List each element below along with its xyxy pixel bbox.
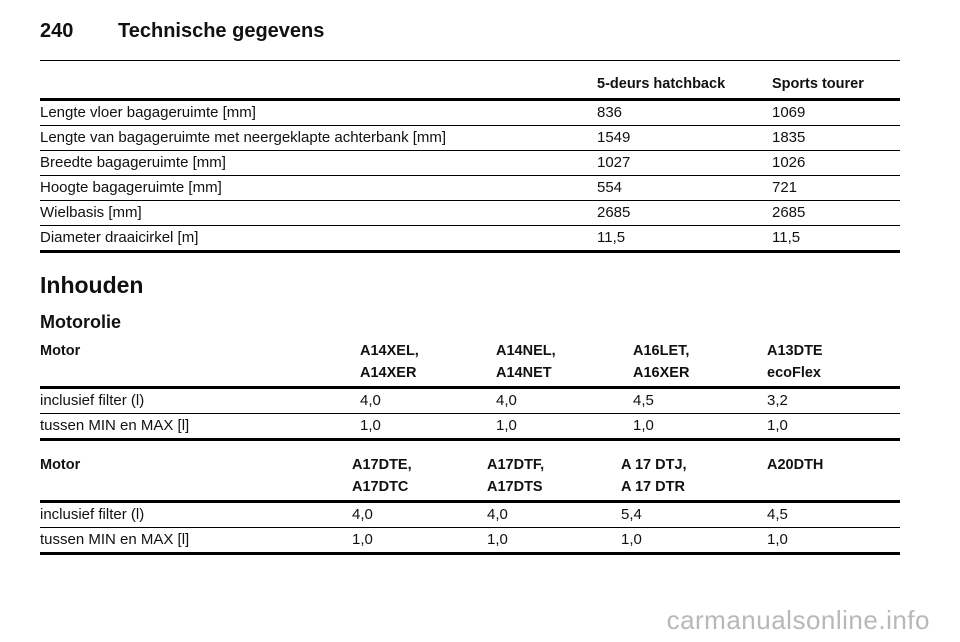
cell-value: 11,5	[772, 225, 900, 253]
cell-value: 1,0	[352, 527, 487, 555]
cell-value: 721	[772, 175, 900, 201]
cell-value: 1027	[597, 150, 772, 176]
cell-value: 3,2	[767, 387, 900, 414]
header-line: A17DTF,	[487, 457, 545, 473]
row-label: Wielbasis [mm]	[40, 200, 597, 226]
watermark: carmanualsonline.info	[666, 605, 930, 635]
row-label: Lengte vloer bagageruimte [mm]	[40, 99, 597, 126]
header-line: A14NEL,	[496, 343, 556, 359]
cell-value: 11,5	[597, 225, 772, 253]
cell-value: 1,0	[767, 527, 900, 555]
table-header-row: Motor A14XEL, A14XER A14NEL, A14NET A16LET…	[40, 340, 900, 389]
row-label: Breedte bagageruimte [mm]	[40, 150, 597, 176]
column-header: A14XEL, A14XER	[360, 340, 496, 389]
column-header-hatchback: 5-deurs hatchback	[597, 76, 772, 101]
page-number: 240	[40, 20, 74, 42]
header-line: Motor	[40, 457, 81, 473]
table-header-row: Motor A17DTE, A17DTC A17DTF, A17DTS A 17 D…	[40, 454, 900, 503]
cell-value: 4,5	[767, 501, 900, 528]
column-header: Motor	[40, 454, 352, 503]
header-line: A 17 DTR	[621, 479, 685, 495]
table-row: Breedte bagageruimte [mm] 1027 1026	[40, 150, 900, 176]
sub-heading: Motorolie	[40, 312, 121, 332]
cell-value: 4,0	[360, 387, 496, 414]
header-line: A14XEL,	[360, 343, 419, 359]
table-row: Diameter draaicirkel [m] 11,5 11,5	[40, 225, 900, 253]
luggage-dimensions-table: 5-deurs hatchback Sports tourer Lengte v…	[40, 76, 900, 253]
header-line: A17DTE,	[352, 457, 412, 473]
table-row: inclusief filter (l) 4,0 4,0 4,5 3,2	[40, 387, 900, 414]
column-header: A13DTE ecoFlex	[767, 340, 900, 389]
section-heading: Inhouden	[40, 272, 144, 298]
engine-oil-table-diesel: Motor A17DTE, A17DTC A17DTF, A17DTS A 17 D…	[40, 454, 900, 555]
column-header: Motor	[40, 340, 360, 389]
column-header: A20DTH	[767, 454, 900, 503]
engine-oil-table-petrol: Motor A14XEL, A14XER A14NEL, A14NET A16LET…	[40, 340, 900, 441]
row-label: Diameter draaicirkel [m]	[40, 225, 597, 253]
cell-value: 1069	[772, 99, 900, 126]
row-label: Lengte van bagageruimte met neergeklapte…	[40, 125, 597, 151]
column-header-sports-tourer: Sports tourer	[772, 76, 900, 101]
header-line: A14NET	[496, 365, 552, 381]
header-line: A16LET,	[633, 343, 690, 359]
cell-value: 4,0	[487, 501, 621, 528]
row-label: tussen MIN en MAX [l]	[40, 413, 360, 441]
table-row: Lengte van bagageruimte met neergeklapte…	[40, 125, 900, 151]
column-header: A 17 DTJ, A 17 DTR	[621, 454, 767, 503]
header-line: A17DTC	[352, 479, 409, 495]
cell-value: 1026	[772, 150, 900, 176]
header-line: A13DTE	[767, 343, 823, 359]
table-row: Hoogte bagageruimte [mm] 554 721	[40, 175, 900, 201]
cell-value: 4,0	[496, 387, 633, 414]
column-header	[40, 76, 597, 101]
column-header: A17DTF, A17DTS	[487, 454, 621, 503]
cell-value: 1549	[597, 125, 772, 151]
column-header: A17DTE, A17DTC	[352, 454, 487, 503]
table-header-row: 5-deurs hatchback Sports tourer	[40, 76, 900, 101]
page-header: 240 Technische gegevens	[40, 20, 900, 61]
header-line: A 17 DTJ,	[621, 457, 687, 473]
cell-value: 1,0	[767, 413, 900, 441]
cell-value: 4,5	[633, 387, 767, 414]
cell-value: 1,0	[633, 413, 767, 441]
cell-value: 836	[597, 99, 772, 126]
cell-value: 2685	[597, 200, 772, 226]
header-line: A14XER	[360, 365, 417, 381]
table-row: Lengte vloer bagageruimte [mm] 836 1069	[40, 99, 900, 126]
table-row: tussen MIN en MAX [l] 1,0 1,0 1,0 1,0	[40, 527, 900, 555]
page-title: Technische gegevens	[118, 20, 325, 42]
cell-value: 1,0	[621, 527, 767, 555]
row-label: inclusief filter (l)	[40, 387, 360, 414]
table-row: inclusief filter (l) 4,0 4,0 5,4 4,5	[40, 501, 900, 528]
row-label: inclusief filter (l)	[40, 501, 352, 528]
column-header: A14NEL, A14NET	[496, 340, 633, 389]
table-row: Wielbasis [mm] 2685 2685	[40, 200, 900, 226]
cell-value: 1,0	[496, 413, 633, 441]
cell-value: 1,0	[360, 413, 496, 441]
header-line: ecoFlex	[767, 365, 821, 381]
header-line: A20DTH	[767, 457, 824, 473]
cell-value: 1,0	[487, 527, 621, 555]
cell-value: 4,0	[352, 501, 487, 528]
cell-value: 5,4	[621, 501, 767, 528]
header-line: Motor	[40, 343, 81, 359]
header-line: A16XER	[633, 365, 690, 381]
cell-value: 2685	[772, 200, 900, 226]
row-label: Hoogte bagageruimte [mm]	[40, 175, 597, 201]
cell-value: 554	[597, 175, 772, 201]
cell-value: 1835	[772, 125, 900, 151]
table-row: tussen MIN en MAX [l] 1,0 1,0 1,0 1,0	[40, 413, 900, 441]
header-line: A17DTS	[487, 479, 543, 495]
column-header: A16LET, A16XER	[633, 340, 767, 389]
row-label: tussen MIN en MAX [l]	[40, 527, 352, 555]
